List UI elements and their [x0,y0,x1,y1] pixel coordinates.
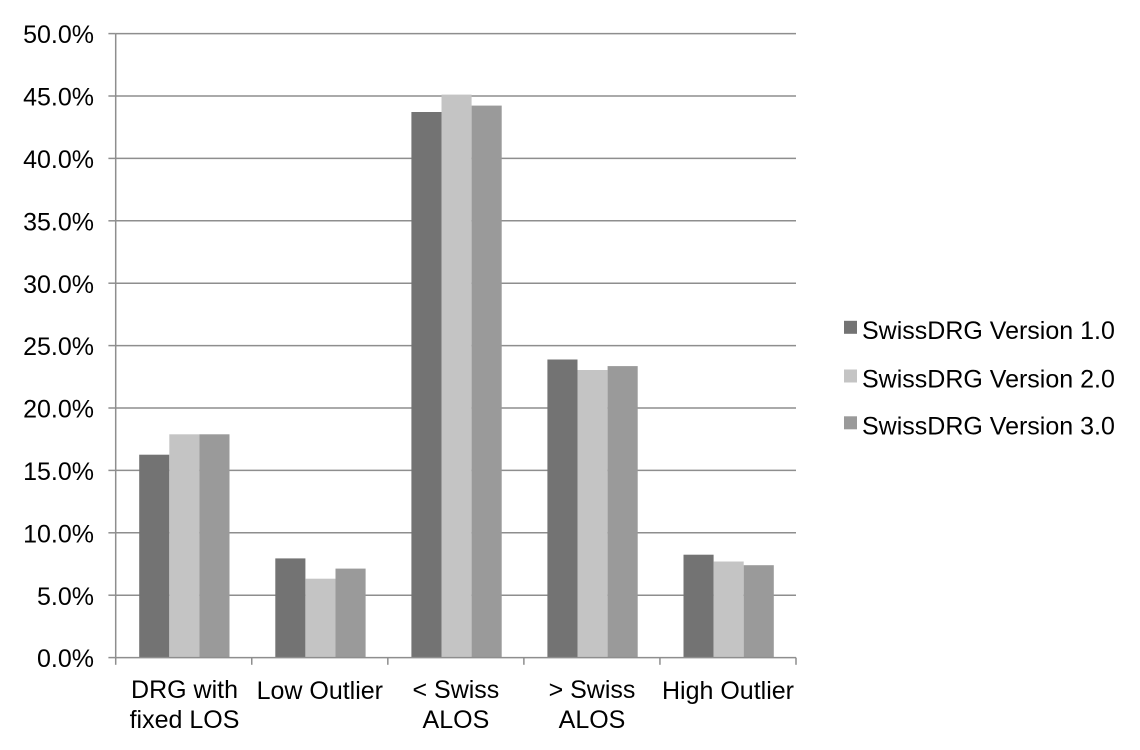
svg-text:High Outlier: High Outlier [662,677,794,705]
svg-text:50.0%: 50.0% [23,21,94,49]
svg-text:ALOS: ALOS [423,706,490,734]
svg-text:DRG with: DRG with [131,676,238,704]
svg-text:Low Outlier: Low Outlier [257,677,383,705]
svg-text:> Swiss: > Swiss [549,676,636,704]
svg-text:30.0%: 30.0% [23,271,94,299]
svg-text:25.0%: 25.0% [23,333,94,361]
svg-text:SwissDRG Version 2.0: SwissDRG Version 2.0 [862,366,1115,394]
svg-text:45.0%: 45.0% [23,84,94,112]
svg-text:15.0%: 15.0% [23,458,94,486]
svg-text:10.0%: 10.0% [23,520,94,548]
svg-text:SwissDRG Version 3.0: SwissDRG Version 3.0 [862,413,1115,441]
svg-text:< Swiss: < Swiss [412,676,499,704]
svg-text:0.0%: 0.0% [37,645,94,673]
svg-text:20.0%: 20.0% [23,396,94,424]
svg-text:5.0%: 5.0% [37,583,94,611]
svg-text:35.0%: 35.0% [23,208,94,236]
svg-text:fixed LOS: fixed LOS [130,706,240,734]
svg-text:ALOS: ALOS [559,706,626,734]
svg-text:40.0%: 40.0% [23,146,94,174]
svg-text:SwissDRG Version 1.0: SwissDRG Version 1.0 [862,317,1115,345]
